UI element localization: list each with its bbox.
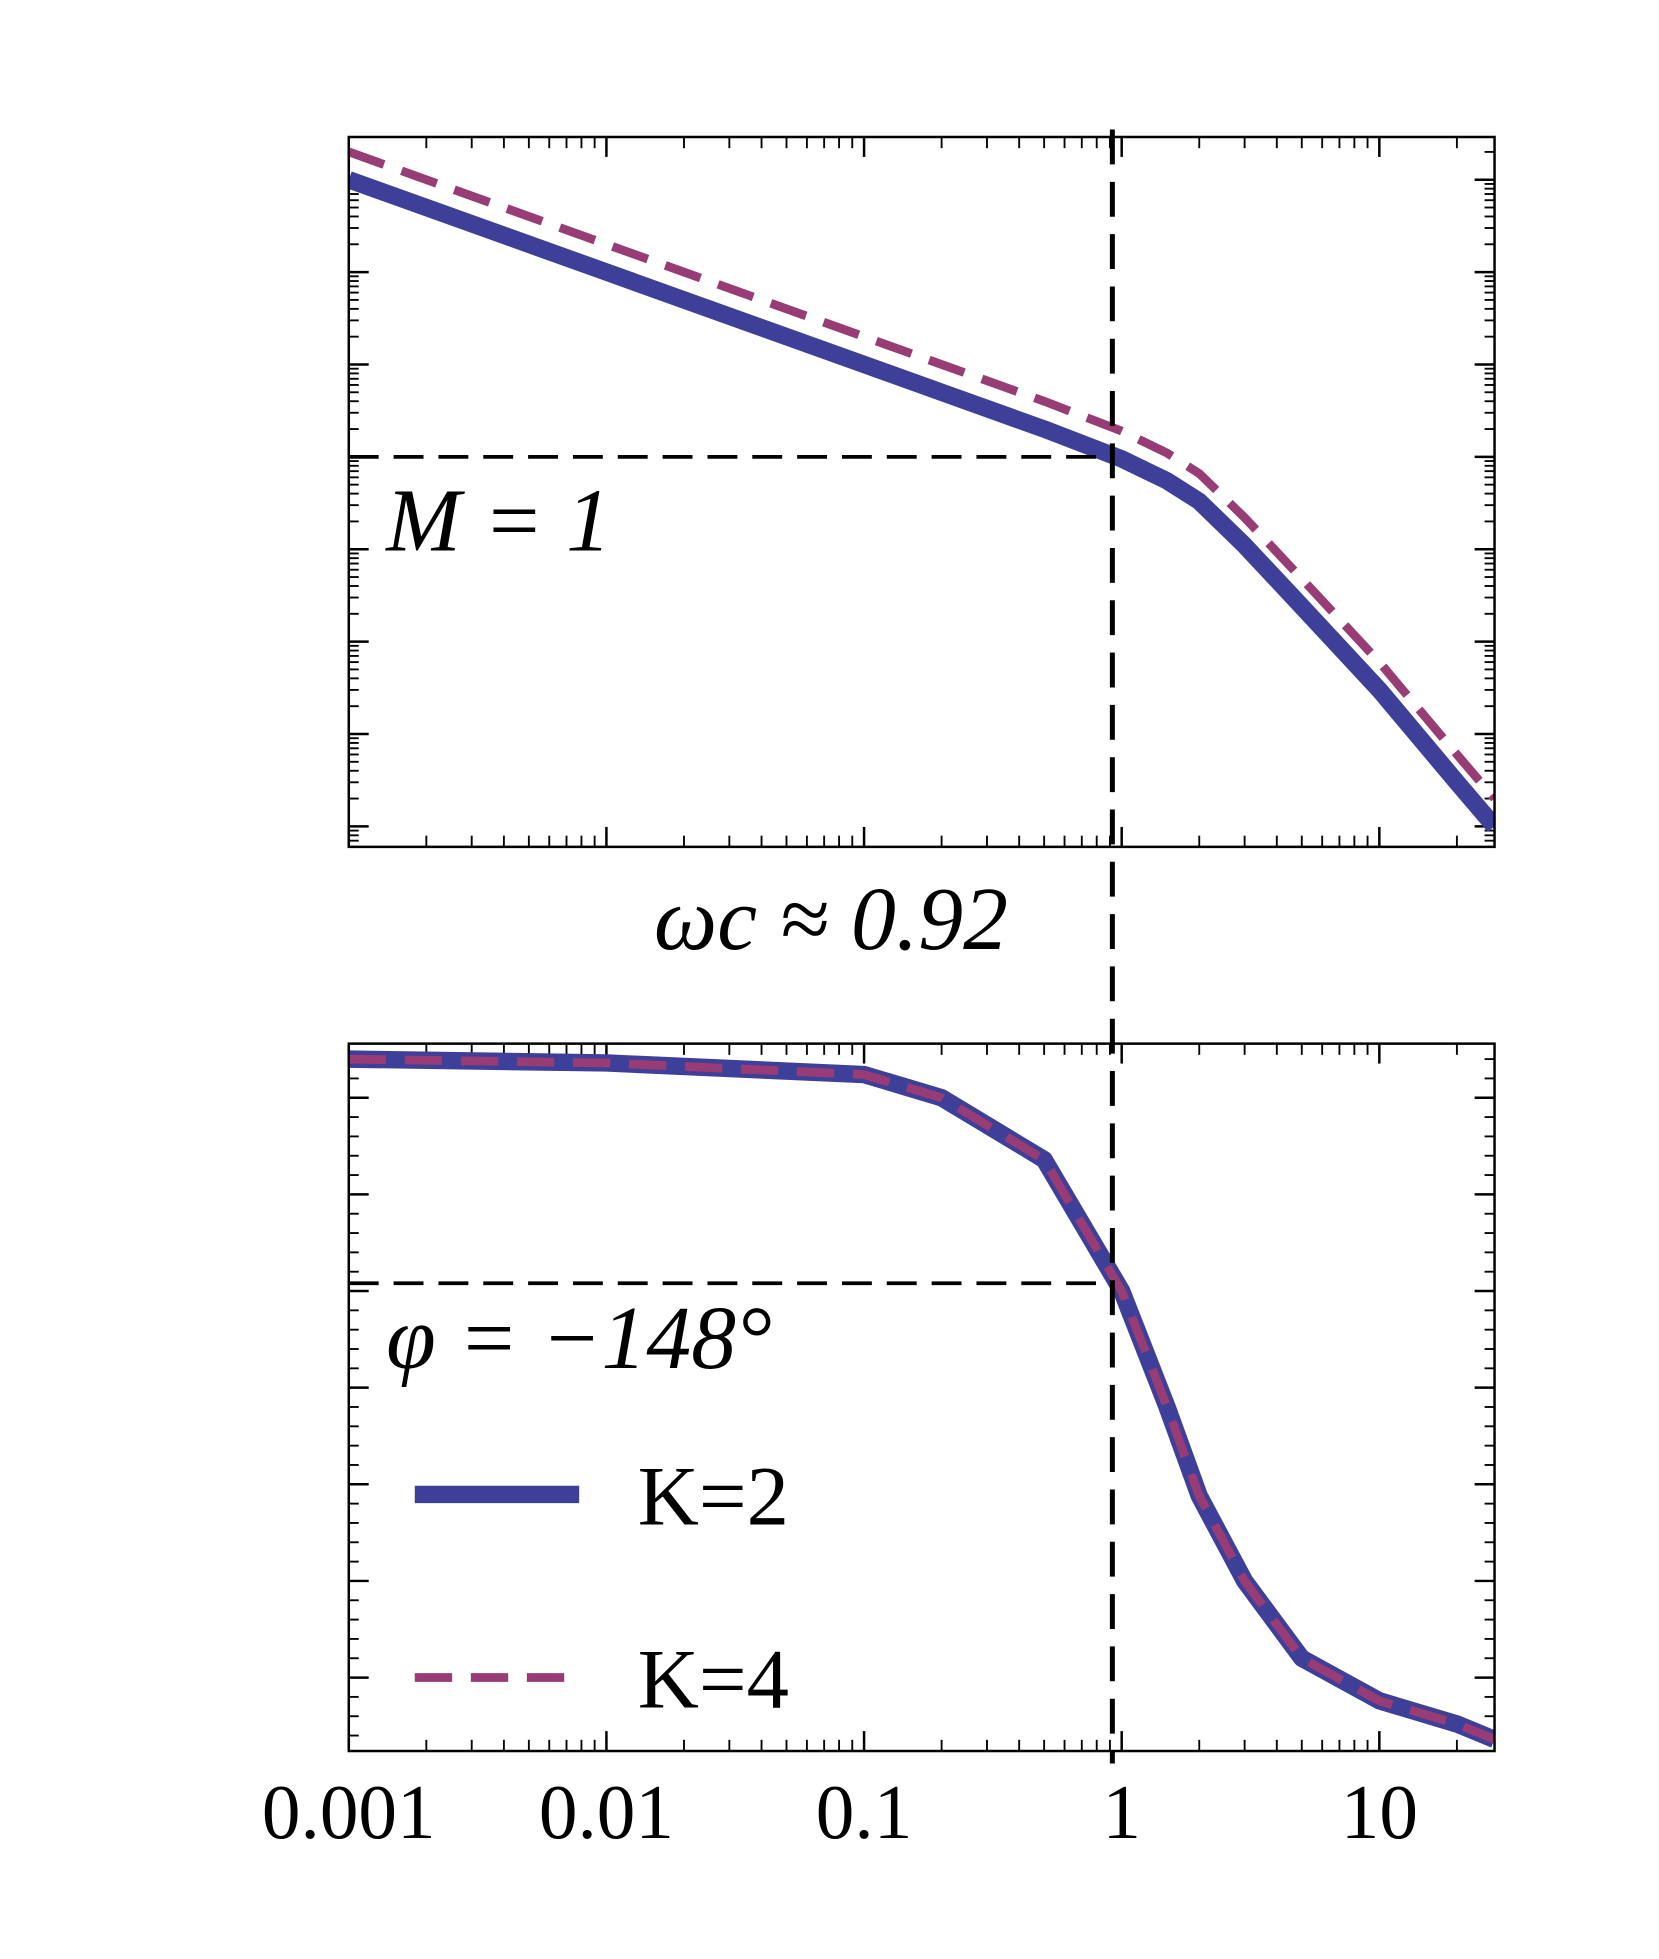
series-line <box>348 147 1495 802</box>
annotation: φ = −148° <box>386 1289 772 1388</box>
x-tick-label: 10 <box>1341 1769 1418 1855</box>
plot-area <box>348 1050 1495 1748</box>
series-line <box>348 171 1495 833</box>
legend-label: K=4 <box>638 1633 789 1726</box>
series-line <box>348 1054 1495 1744</box>
annotation: M = 1 <box>384 471 611 570</box>
x-tick-label: 0.01 <box>539 1769 674 1855</box>
legend-label: K=2 <box>638 1450 789 1543</box>
axes-frame <box>347 135 1496 849</box>
x-tick-label: 0.001 <box>262 1769 436 1855</box>
plot-area <box>348 147 1495 833</box>
x-tick-label: 0.1 <box>816 1769 913 1855</box>
annotation: ωc ≈ 0.92 <box>654 870 1008 969</box>
x-tick-label: 1 <box>1102 1769 1141 1855</box>
axes-frame <box>347 1042 1496 1753</box>
series-line <box>348 1050 1495 1748</box>
